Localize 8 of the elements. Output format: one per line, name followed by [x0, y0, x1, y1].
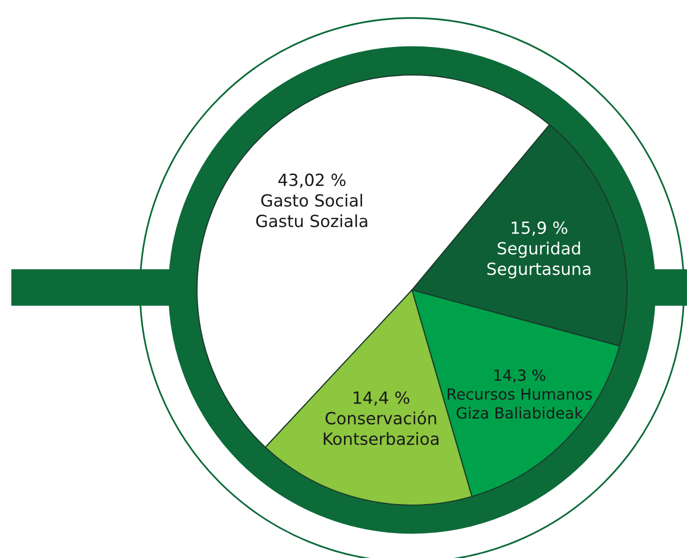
slice-label: Gasto Social Gastu Soziala	[256, 194, 368, 228]
slice-label: Recursos Humanos Giza Baliabideak	[448, 388, 592, 419]
slice-label: Conservación Kontserbazioa	[324, 410, 438, 446]
data-label: 43,02 %	[278, 174, 346, 188]
data-label: 15,9 %	[512, 221, 568, 236]
data-label: 14,4 %	[354, 391, 410, 406]
slice-label: Seguridad Segurtasuna	[487, 242, 590, 278]
data-label: 14,3 %	[494, 369, 546, 383]
